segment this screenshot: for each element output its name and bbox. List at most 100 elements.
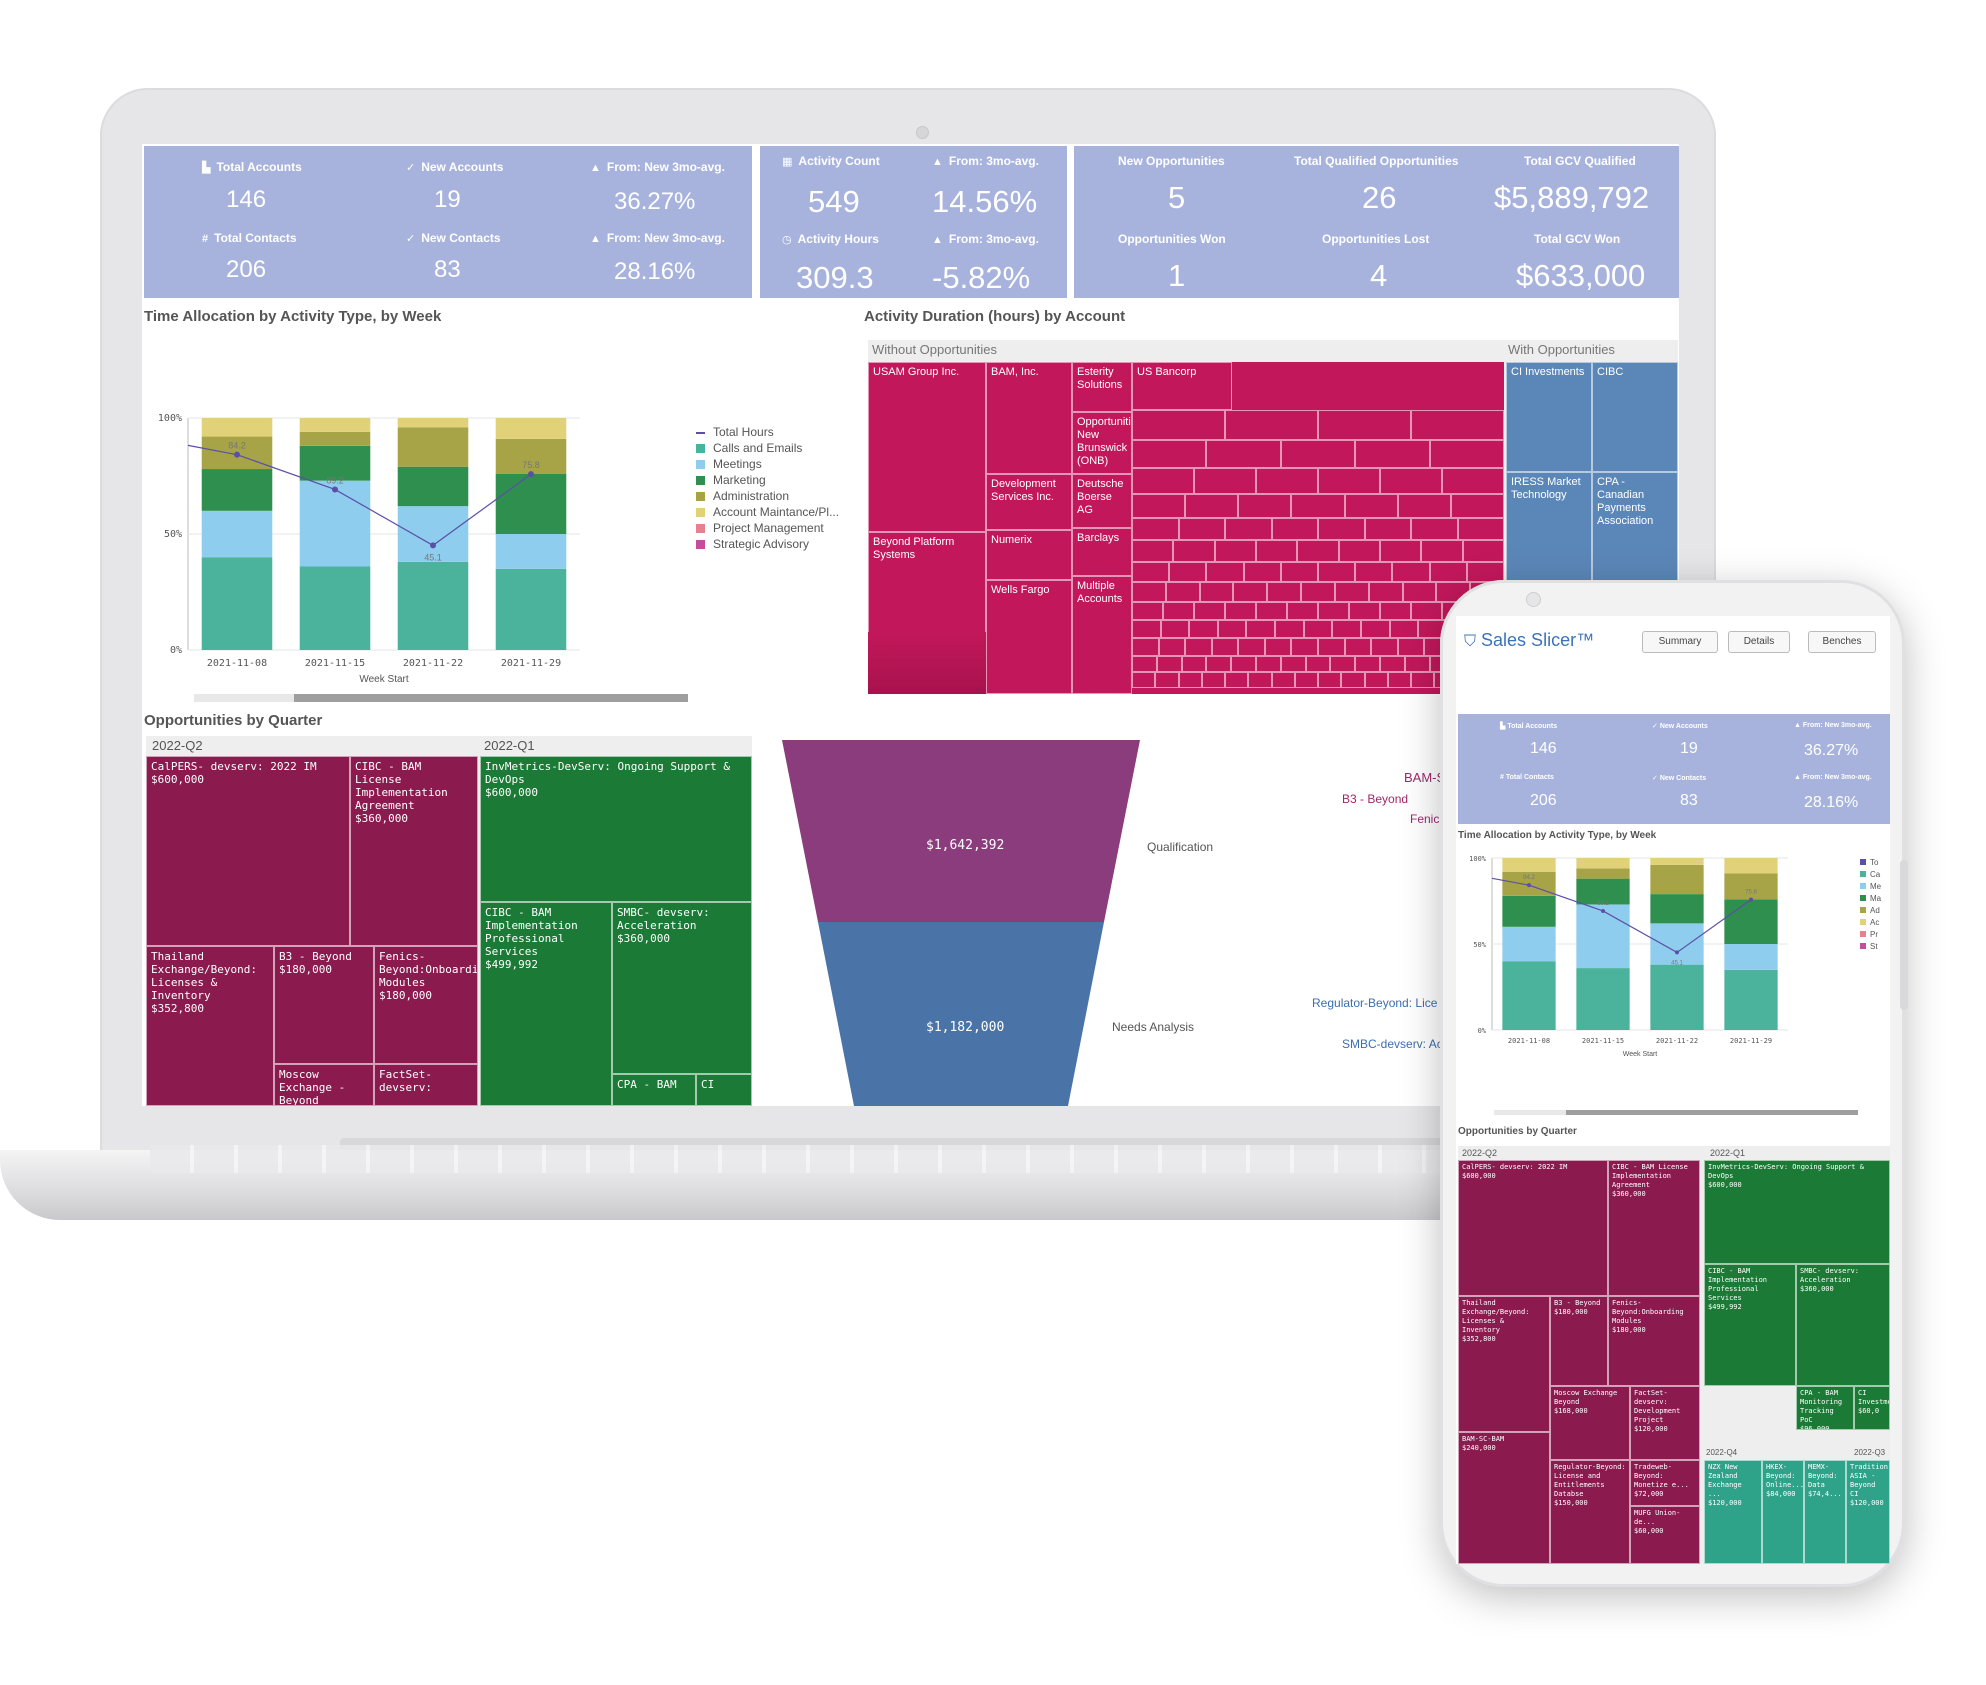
bar-segment[interactable] xyxy=(1724,969,1778,1030)
treemap-small-cell[interactable] xyxy=(1169,562,1207,582)
benches-button[interactable]: Benches xyxy=(1808,631,1876,653)
opportunity-cell[interactable]: Moscow Exchange Beyond $168,000 xyxy=(1550,1386,1630,1460)
treemap-cell[interactable]: BAM, Inc. xyxy=(986,362,1072,474)
treemap-small-cell[interactable] xyxy=(1225,672,1249,688)
bar-segment[interactable] xyxy=(1650,964,1704,1030)
treemap-small-cell[interactable] xyxy=(1132,518,1179,540)
treemap-small-cell[interactable] xyxy=(1158,638,1186,656)
treemap-small-cell[interactable] xyxy=(1421,540,1463,562)
treemap-small-cell[interactable] xyxy=(1297,540,1339,562)
treemap-small-cell[interactable] xyxy=(1303,620,1333,638)
treemap-small-cell[interactable] xyxy=(1301,582,1335,602)
treemap-small-cell[interactable] xyxy=(1318,468,1380,494)
treemap-small-cell[interactable] xyxy=(1238,494,1292,518)
treemap-small-cell[interactable] xyxy=(1155,672,1179,688)
treemap-small-cell[interactable] xyxy=(1402,582,1437,602)
treemap-small-cell[interactable] xyxy=(1256,602,1287,620)
legend-item[interactable]: Calls and Emails xyxy=(696,441,802,455)
ph-legend-item[interactable]: Pr xyxy=(1860,930,1878,939)
bar-segment[interactable] xyxy=(299,418,371,432)
treemap-small-cell[interactable] xyxy=(1275,620,1304,638)
opportunity-cell[interactable]: Tradeweb-Beyond: Monetize e... $72,000 xyxy=(1630,1460,1700,1506)
opportunity-cell[interactable]: Thailand Exchange/Beyond: Licenses & Inv… xyxy=(146,946,274,1106)
bar-segment[interactable] xyxy=(495,438,567,474)
treemap-small-cell[interactable] xyxy=(1271,518,1318,540)
opportunity-cell[interactable]: Fenics-Beyond:Onboarding Modules$180,000 xyxy=(374,946,478,1064)
treemap-small-cell[interactable] xyxy=(1132,602,1163,620)
bar-segment[interactable] xyxy=(1502,961,1556,1030)
treemap-small-cell[interactable] xyxy=(1178,518,1225,540)
bar-segment[interactable] xyxy=(397,466,469,507)
opportunity-cell[interactable]: CalPERS- devserv: 2022 IM $600,000 xyxy=(146,756,350,946)
treemap-without-opportunities[interactable]: USAM Group Inc. BAM, Inc. Esterity Solutio… xyxy=(868,362,1504,694)
treemap-small-cell[interactable] xyxy=(1256,540,1298,562)
treemap-small-cell[interactable] xyxy=(1355,440,1430,468)
treemap-small-cell[interactable] xyxy=(1411,672,1435,688)
treemap-small-cell[interactable] xyxy=(1160,620,1190,638)
treemap-small-cell[interactable] xyxy=(1165,582,1200,602)
treemap-small-cell[interactable] xyxy=(1189,620,1218,638)
opportunity-cell[interactable]: CPA - BAM xyxy=(612,1074,696,1106)
opportunity-cell[interactable]: Fenics-Beyond:Onboarding Modules$180,000 xyxy=(1608,1296,1700,1386)
total-hours-point[interactable] xyxy=(1749,897,1753,902)
opportunity-cell[interactable]: CI Investments$60,0 xyxy=(1854,1386,1890,1430)
treemap-small-cell[interactable] xyxy=(1387,672,1411,688)
treemap-small-cell[interactable] xyxy=(1132,562,1170,582)
treemap-small-cell[interactable] xyxy=(1294,672,1318,688)
treemap-small-cell[interactable] xyxy=(1318,672,1342,688)
treemap-small-cell[interactable] xyxy=(1206,440,1281,468)
treemap-cell[interactable]: CIBC xyxy=(1592,362,1678,472)
bar-segment[interactable] xyxy=(1576,968,1630,1030)
opportunity-cell[interactable]: BAM-SC-BAM $240,000 xyxy=(1458,1432,1550,1564)
opportunity-cell[interactable]: B3 - Beyond $180,000 xyxy=(1550,1296,1608,1386)
ph-legend-item[interactable]: Ca xyxy=(1860,870,1880,879)
treemap-small-cell[interactable] xyxy=(1233,582,1268,602)
treemap-small-cell[interactable] xyxy=(1206,562,1244,582)
opportunity-cell[interactable]: Thailand Exchange/Beyond: Licenses & Inv… xyxy=(1458,1296,1550,1432)
bar-segment[interactable] xyxy=(1576,878,1630,905)
treemap-small-cell[interactable] xyxy=(1132,440,1207,468)
ph-chart-scrollbar-thumb[interactable] xyxy=(1566,1110,1858,1115)
treemap-small-cell[interactable] xyxy=(1429,562,1467,582)
opportunity-cell[interactable]: Tradition ASIA - Beyond CI $120,000 xyxy=(1846,1460,1890,1564)
bar-segment[interactable] xyxy=(1576,858,1630,869)
treemap-small-cell[interactable] xyxy=(1450,494,1504,518)
treemap-small-cell[interactable] xyxy=(1466,562,1504,582)
legend-item[interactable]: Administration xyxy=(696,489,789,503)
treemap-small-cell[interactable] xyxy=(1132,638,1159,656)
treemap-small-cell[interactable] xyxy=(1318,562,1356,582)
treemap-small-cell[interactable] xyxy=(1360,620,1390,638)
opportunity-cell[interactable]: SMBC- devserv: Acceleration $360,000 xyxy=(612,902,752,1074)
treemap-cell[interactable]: Opportunities New Brunswick (ONB) xyxy=(1072,412,1132,474)
bar-segment[interactable] xyxy=(201,469,273,511)
treemap-small-cell[interactable] xyxy=(1318,410,1411,440)
opportunity-cell[interactable]: Moscow Exchange - Beyond xyxy=(274,1064,374,1106)
opportunity-cell[interactable]: HKEX-Beyond: Online... $84,000 xyxy=(1762,1460,1804,1564)
treemap-small-cell[interactable] xyxy=(1462,540,1504,562)
treemap-small-cell[interactable] xyxy=(1291,638,1318,656)
treemap-cell[interactable]: Wells Fargo xyxy=(986,580,1072,694)
legend-item[interactable]: Marketing xyxy=(696,473,766,487)
treemap-small-cell[interactable] xyxy=(1411,518,1458,540)
treemap-small-cell[interactable] xyxy=(1332,620,1361,638)
treemap-small-cell[interactable] xyxy=(1371,638,1398,656)
treemap-small-cell[interactable] xyxy=(1318,602,1349,620)
legend-item[interactable]: Account Maintance/Pl... xyxy=(696,505,839,519)
total-hours-point[interactable] xyxy=(528,471,534,478)
opportunity-cell[interactable]: B3 - Beyond $180,000 xyxy=(274,946,374,1064)
treemap-small-cell[interactable] xyxy=(1344,638,1372,656)
bar-segment[interactable] xyxy=(495,418,567,439)
treemap-small-cell[interactable] xyxy=(1256,468,1318,494)
bar-segment[interactable] xyxy=(397,427,469,467)
treemap-cell[interactable]: Development Services Inc. xyxy=(986,474,1072,530)
treemap-small-cell[interactable] xyxy=(1225,602,1256,620)
bar-segment[interactable] xyxy=(201,418,273,437)
bar-segment[interactable] xyxy=(1502,858,1556,872)
treemap-cell[interactable]: IRESS Market Technology xyxy=(1506,472,1592,590)
ph-legend-item[interactable]: Ac xyxy=(1860,918,1879,927)
treemap-small-cell[interactable] xyxy=(1318,518,1365,540)
treemap-small-cell[interactable] xyxy=(1132,410,1225,440)
opportunity-cell[interactable]: CIBC - BAM License Implementation Agreem… xyxy=(350,756,478,946)
treemap-small-cell[interactable] xyxy=(1364,518,1411,540)
treemap-small-cell[interactable] xyxy=(1201,672,1225,688)
